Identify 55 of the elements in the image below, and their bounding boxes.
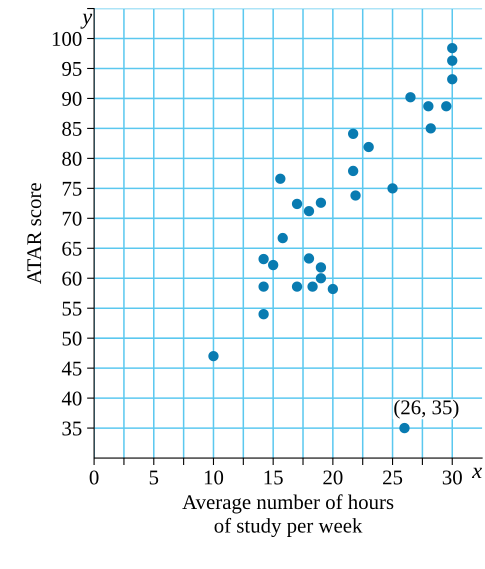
y-tick-label: 95 <box>62 62 82 76</box>
point <box>258 309 269 320</box>
point <box>447 74 458 84</box>
y-tick-label: 55 <box>62 302 82 316</box>
point <box>292 281 302 292</box>
y-tick-label: 50 <box>62 332 82 346</box>
y-tick-label: 90 <box>62 92 82 106</box>
point <box>208 351 219 362</box>
point <box>426 123 436 134</box>
point <box>405 92 416 102</box>
point <box>292 198 302 210</box>
y-tick-label: 100 <box>52 32 82 46</box>
y-tick-label: 70 <box>62 212 82 226</box>
point <box>258 254 269 264</box>
y-tick-label: 85 <box>62 122 82 136</box>
point <box>258 281 269 292</box>
y-tick-label: 40 <box>62 391 82 406</box>
x-tick-label: 5 <box>150 470 158 485</box>
x-tick-label: 25 <box>383 470 402 485</box>
point <box>307 281 318 292</box>
point <box>350 190 361 201</box>
point <box>275 174 286 184</box>
x-tick-label: 10 <box>204 470 224 485</box>
y-tick-label: 75 <box>62 182 82 196</box>
point <box>268 260 278 270</box>
y-tick-label: 45 <box>62 362 82 376</box>
point <box>304 206 314 216</box>
point <box>348 166 358 176</box>
point <box>447 42 458 54</box>
x-tick-label: 20 <box>323 470 342 485</box>
point <box>399 422 410 434</box>
text: y <box>80 14 92 29</box>
x-tick-label: 0 <box>90 470 99 485</box>
x-axis-title: Average number of hours of study per week <box>182 494 394 538</box>
x-tick-label: 30 <box>442 470 462 485</box>
x-tick-label: 15 <box>264 470 283 485</box>
text: x <box>472 468 482 478</box>
point <box>441 101 452 112</box>
point <box>316 262 326 273</box>
point <box>387 183 398 194</box>
point <box>304 253 314 264</box>
point <box>447 56 458 66</box>
point <box>316 198 326 208</box>
point <box>423 101 434 112</box>
y-tick-label: 65 <box>62 242 82 256</box>
y-tick-label: 35 <box>62 422 82 436</box>
point <box>348 128 358 139</box>
point <box>364 142 374 152</box>
point <box>278 232 288 244</box>
point <box>316 273 326 284</box>
point <box>328 284 338 294</box>
annotation: (26, 35) <box>394 400 458 419</box>
y-tick-label: 60 <box>62 272 82 286</box>
y-axis-title: ATAR score <box>27 183 42 284</box>
y-tick-label: 80 <box>62 152 82 166</box>
